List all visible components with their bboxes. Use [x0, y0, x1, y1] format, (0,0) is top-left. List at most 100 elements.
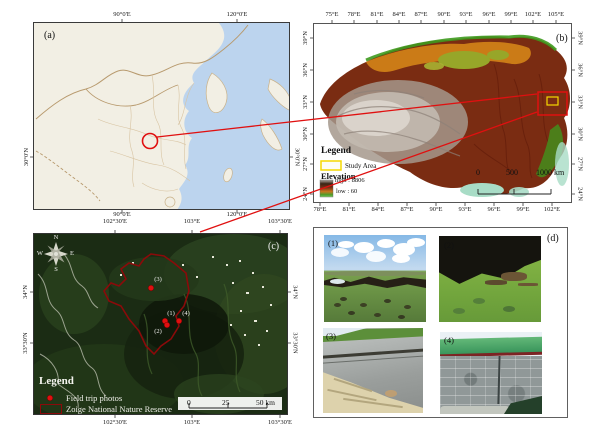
site-label-2: (2): [154, 327, 162, 335]
pb-top-4: 87°E: [414, 10, 428, 18]
photo-4-label: (4): [444, 335, 454, 345]
panel-c-label: (c): [268, 241, 280, 252]
panel-b-legend-low: low : 60: [336, 188, 358, 195]
horizon-hills: [324, 271, 426, 276]
panel-d-photos: (d) (1) (2) (3): [313, 227, 568, 418]
pb-left-5: 24°N: [301, 187, 309, 201]
panel-c-scale-0: 0: [187, 398, 191, 407]
panel-c-legend-field-trip: Field trip photos: [66, 393, 123, 403]
panel-b-scale-0: 0: [476, 168, 480, 177]
pb-left-2: 33°N: [301, 95, 309, 109]
water-patch: [330, 279, 345, 284]
panel-a-axis-right-30n: 30°0'N: [293, 147, 301, 167]
chasm-dark: [439, 236, 541, 284]
pb-right-1: 36°N: [576, 63, 584, 77]
pb-right-4: 27°N: [576, 157, 584, 171]
site-label-4: (4): [182, 309, 190, 317]
pc-left-1: 33°30'N: [21, 332, 29, 354]
panel-b-legend-title: Legend: [321, 146, 352, 156]
grass-spots: [340, 297, 347, 301]
legend-field-dot: [47, 395, 53, 401]
pb-top-8: 99°E: [504, 10, 518, 18]
pb-bot-4: 90°E: [429, 205, 443, 213]
pb-top-2: 81°E: [370, 10, 384, 18]
panel-b-scale-500: 500: [506, 168, 518, 177]
pb-top-9: 102°E: [524, 10, 542, 18]
cloud: [338, 241, 354, 248]
legend-reserve-swatch: [40, 404, 62, 414]
panel-a-axis-top-120e: 120°0'E: [226, 10, 248, 18]
pb-right-2: 33°N: [576, 95, 584, 109]
photo-3-road-crack: [323, 328, 423, 413]
site-label-1: (1): [167, 309, 175, 317]
panel-a-axis-left-30n: 30°0'N: [22, 147, 30, 167]
pb-bot-7: 99°E: [516, 205, 530, 213]
panel-b-map-plateau: (b) Legend Study Area Elevation high : 8…: [313, 23, 572, 203]
pavement-stain: [385, 390, 397, 397]
compass-n: N: [53, 233, 59, 241]
panel-b-legend-study-area: Study Area: [345, 162, 377, 170]
pb-bot-8: 102°E: [543, 205, 561, 213]
grass-mound: [473, 298, 485, 304]
photo-3-label: (3): [326, 331, 336, 341]
panel-c-legend-reserve: Zoige National Nature Reserve: [66, 404, 172, 414]
panel-b-legend-high: high : 8806: [335, 177, 365, 184]
pc-bot-1: 103°E: [183, 418, 201, 426]
pb-top-3: 84°E: [392, 10, 406, 18]
pb-bot-6: 96°E: [487, 205, 501, 213]
panel-d-label: (d): [547, 233, 559, 244]
pc-right-0: 34°N: [291, 285, 299, 299]
pb-left-1: 36°N: [301, 63, 309, 77]
site-label-3: (3): [154, 275, 162, 283]
pc-bot-2: 103°30'E: [268, 418, 292, 426]
compass-s: S: [54, 265, 58, 273]
pc-top-2: 103°30'E: [268, 217, 292, 225]
legend-study-area-swatch: [320, 160, 342, 171]
pb-right-5: 24°N: [576, 187, 584, 201]
pb-right-0: 39°N: [576, 31, 584, 45]
compass-w: W: [36, 249, 44, 257]
pb-right-3: 30°N: [576, 127, 584, 141]
pc-left-0: 34°N: [21, 285, 29, 299]
pc-right-1: 33°30'N: [291, 332, 299, 354]
panel-a-axis-top-90e: 90°0'E: [113, 10, 131, 18]
panel-b-label: (b): [556, 33, 568, 44]
panel-a-axis-bottom-120e: 120°0'E: [226, 210, 248, 218]
panel-a-map-china: (a): [33, 22, 290, 210]
pb-bot-5: 93°E: [458, 205, 472, 213]
panel-c-map-zoige: N W E S (3) (1) (2) (4) Legend Field tri…: [33, 233, 288, 415]
pb-top-6: 93°E: [459, 10, 473, 18]
pb-bot-1: 81°E: [342, 205, 356, 213]
photo-1-label: (1): [328, 238, 338, 248]
compass-e: E: [70, 249, 74, 257]
pc-bot-0: 102°30'E: [103, 418, 127, 426]
pb-top-10: 105°E: [547, 10, 565, 18]
panel-c-scale-50: 50 km: [256, 398, 275, 407]
photo-2-chasm: [439, 236, 541, 322]
compass-rose-icon: [44, 242, 68, 266]
dirt-clump-1: [501, 272, 527, 281]
pb-left-4: 27°N: [301, 157, 309, 171]
site-dot-4: [176, 318, 182, 324]
pb-top-1: 78°E: [347, 10, 361, 18]
pb-bot-0: 78°E: [313, 205, 327, 213]
pb-top-7: 96°E: [482, 10, 496, 18]
panel-c-scale-25: 25: [222, 398, 230, 407]
photo-4-wall-crack: [440, 332, 542, 414]
pc-top-0: 102°30'E: [103, 217, 127, 225]
photo-1-grassland-crack: [324, 235, 426, 322]
pb-left-3: 30°N: [301, 127, 309, 141]
pb-left-0: 39°N: [301, 31, 309, 45]
rubble-strip: [440, 406, 510, 414]
pb-top-5: 90°E: [437, 10, 451, 18]
legend-elevation-ramp: [319, 179, 334, 198]
panel-c-legend-title: Legend: [39, 375, 74, 387]
pc-top-1: 103°E: [183, 217, 201, 225]
pb-bot-3: 87°E: [400, 205, 414, 213]
site-dot-3: [148, 285, 154, 291]
panel-a-label: (a): [44, 30, 56, 41]
site-dot-2: [164, 322, 170, 328]
panel-b-scale-1000: 1000 km: [536, 168, 565, 177]
china-map-graphic: [35, 23, 289, 209]
